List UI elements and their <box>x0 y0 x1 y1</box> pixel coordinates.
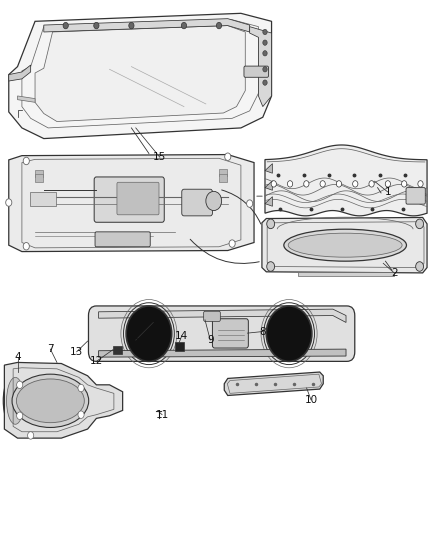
FancyBboxPatch shape <box>244 66 268 77</box>
Ellipse shape <box>12 374 88 427</box>
Circle shape <box>17 412 23 419</box>
Polygon shape <box>99 309 346 322</box>
Polygon shape <box>99 349 346 357</box>
Circle shape <box>353 181 358 187</box>
Polygon shape <box>298 272 394 276</box>
FancyBboxPatch shape <box>88 306 355 361</box>
Polygon shape <box>35 26 245 122</box>
FancyBboxPatch shape <box>182 189 212 216</box>
Circle shape <box>287 181 293 187</box>
FancyBboxPatch shape <box>204 311 220 321</box>
Circle shape <box>336 181 342 187</box>
Polygon shape <box>9 13 272 139</box>
Text: 15: 15 <box>153 152 166 162</box>
FancyBboxPatch shape <box>95 232 150 247</box>
Circle shape <box>402 181 407 187</box>
Circle shape <box>263 29 267 35</box>
Text: 12: 12 <box>90 357 103 366</box>
Circle shape <box>78 411 84 418</box>
FancyBboxPatch shape <box>212 319 248 348</box>
Ellipse shape <box>284 229 406 261</box>
Circle shape <box>23 157 29 165</box>
Circle shape <box>263 67 267 72</box>
Polygon shape <box>265 181 272 190</box>
Polygon shape <box>18 96 35 102</box>
FancyBboxPatch shape <box>35 170 43 177</box>
Text: 8: 8 <box>259 327 266 336</box>
Circle shape <box>216 22 222 29</box>
Circle shape <box>320 181 325 187</box>
Circle shape <box>126 306 172 361</box>
Circle shape <box>416 262 424 271</box>
FancyBboxPatch shape <box>30 192 56 206</box>
Polygon shape <box>265 197 272 206</box>
Polygon shape <box>9 65 31 81</box>
Circle shape <box>369 181 374 187</box>
Circle shape <box>267 262 275 271</box>
Circle shape <box>23 243 29 250</box>
Text: 10: 10 <box>304 395 318 405</box>
Text: 5: 5 <box>132 335 139 345</box>
Circle shape <box>263 80 267 85</box>
Ellipse shape <box>17 379 84 423</box>
Text: 4: 4 <box>14 352 21 362</box>
Circle shape <box>385 181 391 187</box>
Circle shape <box>247 200 253 207</box>
FancyBboxPatch shape <box>35 174 43 182</box>
Circle shape <box>266 306 312 361</box>
FancyBboxPatch shape <box>94 177 164 222</box>
FancyBboxPatch shape <box>406 188 425 204</box>
Text: 2: 2 <box>391 268 398 278</box>
FancyBboxPatch shape <box>175 342 184 351</box>
FancyBboxPatch shape <box>219 174 227 182</box>
Polygon shape <box>9 155 254 252</box>
Text: 9: 9 <box>207 335 214 345</box>
Polygon shape <box>265 145 427 216</box>
Polygon shape <box>44 19 250 32</box>
Text: 1: 1 <box>384 187 391 197</box>
Text: 13: 13 <box>70 347 83 357</box>
Circle shape <box>418 181 423 187</box>
Text: 14: 14 <box>175 331 188 341</box>
Circle shape <box>17 381 23 389</box>
Text: 7: 7 <box>47 344 54 354</box>
Text: 11: 11 <box>155 410 169 419</box>
Circle shape <box>206 191 222 211</box>
Ellipse shape <box>4 373 27 429</box>
Polygon shape <box>224 372 323 395</box>
Circle shape <box>263 40 267 45</box>
Circle shape <box>267 219 275 229</box>
Circle shape <box>225 153 231 160</box>
Ellipse shape <box>288 233 402 257</box>
Polygon shape <box>262 217 427 273</box>
Ellipse shape <box>7 377 24 424</box>
Circle shape <box>94 22 99 29</box>
FancyBboxPatch shape <box>117 182 159 215</box>
Circle shape <box>229 240 235 247</box>
FancyBboxPatch shape <box>219 169 227 176</box>
Circle shape <box>416 219 424 229</box>
FancyBboxPatch shape <box>113 346 122 354</box>
Polygon shape <box>265 164 272 173</box>
Circle shape <box>78 384 84 392</box>
Circle shape <box>6 199 12 206</box>
Circle shape <box>304 181 309 187</box>
Polygon shape <box>250 27 272 107</box>
Circle shape <box>271 181 276 187</box>
Circle shape <box>28 432 34 439</box>
Circle shape <box>181 22 187 29</box>
Polygon shape <box>4 362 123 438</box>
Circle shape <box>129 22 134 29</box>
Circle shape <box>263 51 267 56</box>
Circle shape <box>63 22 68 29</box>
